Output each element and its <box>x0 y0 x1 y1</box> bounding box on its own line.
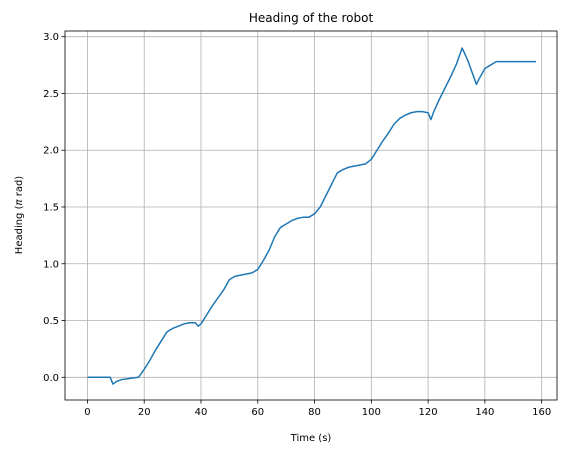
grid-lines <box>65 31 557 400</box>
y-tick-label: 0.5 <box>43 316 59 327</box>
axis-ticks: 0 20 40 60 80 100 120 140 160 0.0 0.5 1.0 1.5 2.0 2.5 3… <box>43 32 551 418</box>
x-tick-label: 60 <box>251 407 264 418</box>
y-tick-label: 0.0 <box>43 373 59 384</box>
chart-title: Heading of the robot <box>249 11 374 25</box>
y-tick-label: 1.5 <box>43 202 59 213</box>
data-series <box>87 47 536 385</box>
x-tick-label: 20 <box>138 407 151 418</box>
y-tick-label: 1.0 <box>43 259 59 270</box>
y-axis-label-suffix: rad) <box>14 176 25 200</box>
y-tick-label: 2.5 <box>43 89 59 100</box>
x-tick-label: 40 <box>195 407 208 418</box>
x-axis-label: Time (s) <box>290 433 332 444</box>
x-tick-label: 80 <box>308 407 321 418</box>
x-tick-label: 0 <box>84 407 90 418</box>
x-tick-label: 120 <box>419 407 438 418</box>
y-axis-label-symbol: π <box>14 199 25 206</box>
x-tick-label: 160 <box>532 407 551 418</box>
y-axis-label: Heading (π rad) <box>14 176 25 255</box>
y-axis-label-prefix: Heading ( <box>14 205 25 254</box>
plot-frame <box>64 30 558 401</box>
series-line <box>87 47 536 385</box>
y-tick-label: 2.0 <box>43 146 59 157</box>
x-tick-label: 140 <box>475 407 494 418</box>
x-tick-label: 100 <box>362 407 381 418</box>
y-tick-label: 3.0 <box>43 32 59 43</box>
